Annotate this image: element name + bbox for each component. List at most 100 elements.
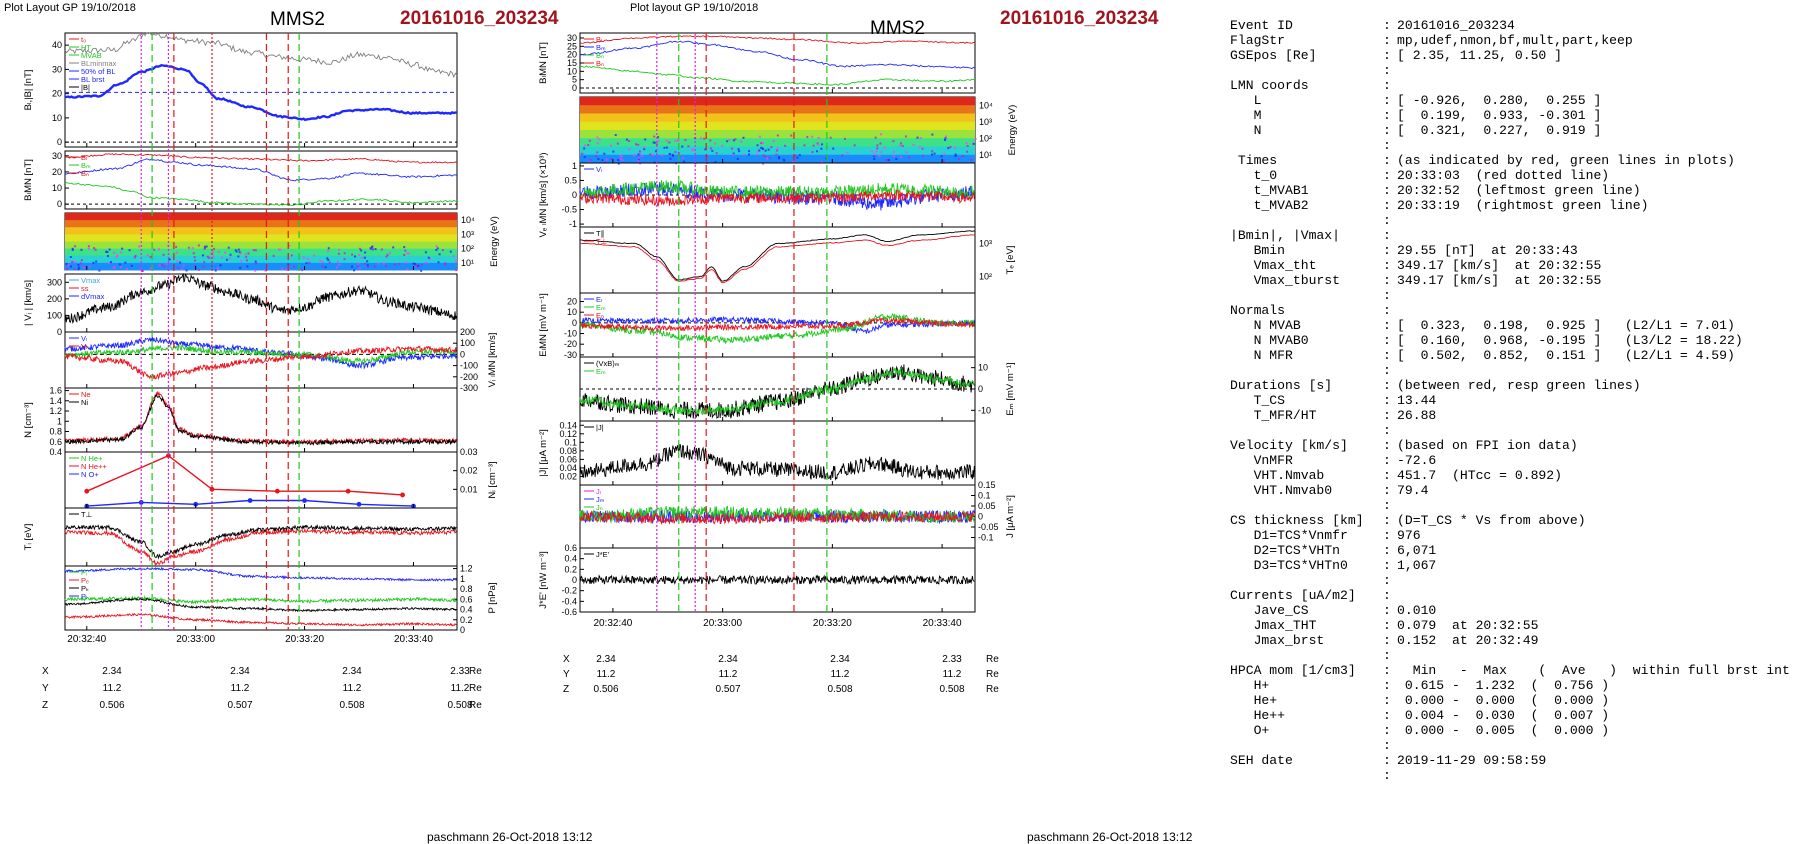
spectrogram-pixel: [637, 153, 640, 156]
info-row: :: [1230, 498, 1790, 513]
legend-entry: Vmax: [81, 276, 100, 285]
spectrogram-pixel: [264, 269, 267, 272]
spectrogram-pixel: [176, 260, 179, 263]
spectrogram-pixel: [715, 152, 718, 155]
legend-entry: Bₗ: [596, 35, 602, 44]
spectrogram-pixel: [974, 138, 977, 141]
panel-hpca: 0.01 0.02 0.03 Nᵢ [cm⁻³] N He+N He++N O+: [64, 447, 498, 509]
info-key: [1230, 63, 1383, 78]
position-value: 11.2: [943, 669, 962, 680]
spectrogram-pixel: [118, 263, 121, 266]
info-colon: :: [1383, 138, 1391, 153]
info-key: N MFR: [1230, 348, 1293, 363]
info-key: VHT.Nmvab: [1230, 468, 1325, 483]
spectrogram-pixel: [128, 249, 131, 252]
info-colon: :: [1383, 618, 1391, 633]
info-colon: :: [1383, 768, 1391, 783]
spectrogram-pixel: [583, 144, 586, 147]
info-colon: :: [1383, 198, 1391, 213]
tick-label: 0.04: [559, 463, 577, 473]
spectrogram-pixel: [612, 150, 615, 153]
spectrogram-pixel: [768, 156, 771, 159]
tick-label: 1: [460, 574, 465, 584]
info-value: (as indicated by red, green lines in plo…: [1397, 153, 1735, 168]
spectrogram-pixel: [933, 152, 936, 155]
tick-label: -1: [569, 219, 577, 229]
spectrogram-pixel: [366, 264, 369, 267]
spectrogram-pixel: [290, 254, 293, 257]
spectrogram-pixel: [965, 142, 968, 145]
spectrogram-pixel: [179, 261, 182, 264]
spectrogram-pixel: [957, 158, 960, 161]
spectrogram-pixel: [455, 269, 458, 272]
spectrogram-pixel: [790, 134, 793, 137]
spectrogram-pixel: [653, 141, 656, 144]
spectrogram-pixel: [71, 247, 74, 250]
spectrogram-pixel: [815, 150, 818, 153]
info-value: (D=T_CS * Vs from above): [1397, 513, 1586, 528]
spectrogram-pixel: [353, 269, 356, 272]
info-value: [1397, 288, 1790, 303]
position-value: 0.508: [339, 700, 364, 711]
spectrogram-band: [580, 154, 975, 164]
spectrogram-pixel: [883, 146, 886, 149]
tick-label: 10³: [461, 229, 474, 239]
spectrogram-pixel: [185, 269, 188, 272]
spectrogram-pixel: [921, 147, 924, 150]
spectrogram-pixel: [639, 152, 642, 155]
info-row: Currents [uA/m2]:: [1230, 588, 1790, 603]
tick-label: 0.1: [564, 437, 577, 447]
info-value: 6,071: [1397, 543, 1437, 558]
series-Bₗ: [64, 153, 458, 164]
spectrogram-pixel: [775, 149, 778, 152]
info-colon: :: [1383, 18, 1391, 33]
position-row-label: Y: [563, 669, 570, 680]
info-row: He++: 0.004 - 0.030 ( 0.007 ): [1230, 708, 1790, 723]
spectrogram-pixel: [895, 158, 898, 161]
info-row: N: [ 0.321, 0.227, 0.919 ]: [1230, 123, 1790, 138]
series-|J|: [579, 444, 975, 481]
tick-label: 0.03: [460, 447, 478, 457]
spectrogram: [580, 97, 977, 165]
series-Vₗ: [579, 182, 975, 211]
spectrogram-pixel: [681, 145, 684, 148]
spectrogram-pixel: [649, 153, 652, 156]
spectrogram-pixel: [880, 133, 883, 136]
spectrogram-pixel: [394, 263, 397, 266]
info-value: [1397, 363, 1790, 378]
spectrogram-pixel: [105, 250, 108, 253]
spectrogram-pixel: [435, 245, 438, 248]
tick-label: 0.4: [460, 605, 473, 615]
info-colon: :: [1383, 393, 1391, 408]
spectrogram-pixel: [371, 248, 374, 251]
spectrogram-band: [65, 262, 457, 271]
spectrogram-pixel: [220, 256, 223, 259]
panel-frame: [64, 565, 458, 631]
spectrogram-pixel: [821, 160, 824, 163]
info-value: 349.17 [km/s] at 20:32:55: [1397, 273, 1602, 288]
series-Ni: [64, 393, 457, 446]
info-colon: :: [1383, 333, 1391, 348]
spectrogram-pixel: [338, 263, 341, 266]
tick-label: -0.6: [561, 607, 577, 617]
tick-label: 0.01: [460, 484, 478, 494]
spectrogram-pixel: [949, 146, 952, 149]
tick-label: 15: [567, 58, 577, 68]
info-key: VHT.Nmvab0: [1230, 483, 1333, 498]
tick-label: 10⁴: [979, 100, 993, 110]
spectrogram-pixel: [107, 262, 110, 265]
tick-label: -0.05: [978, 522, 999, 532]
spectrogram-pixel: [239, 266, 242, 269]
spacecraft-label-left: MMS2: [270, 9, 325, 30]
footer-left: paschmann 26-Oct-2018 13:12: [427, 830, 593, 844]
axis-label: BₗMN [nT]: [23, 159, 34, 201]
spectrogram-pixel: [908, 156, 911, 159]
spectrogram-pixel: [175, 245, 178, 248]
spectrogram-pixel: [203, 261, 206, 264]
tick-label: -0.2: [561, 586, 577, 596]
info-key: [1230, 648, 1383, 663]
spectrogram-pixel: [942, 159, 945, 162]
spectrogram-pixel: [762, 147, 765, 150]
spectrogram-pixel: [414, 263, 417, 266]
